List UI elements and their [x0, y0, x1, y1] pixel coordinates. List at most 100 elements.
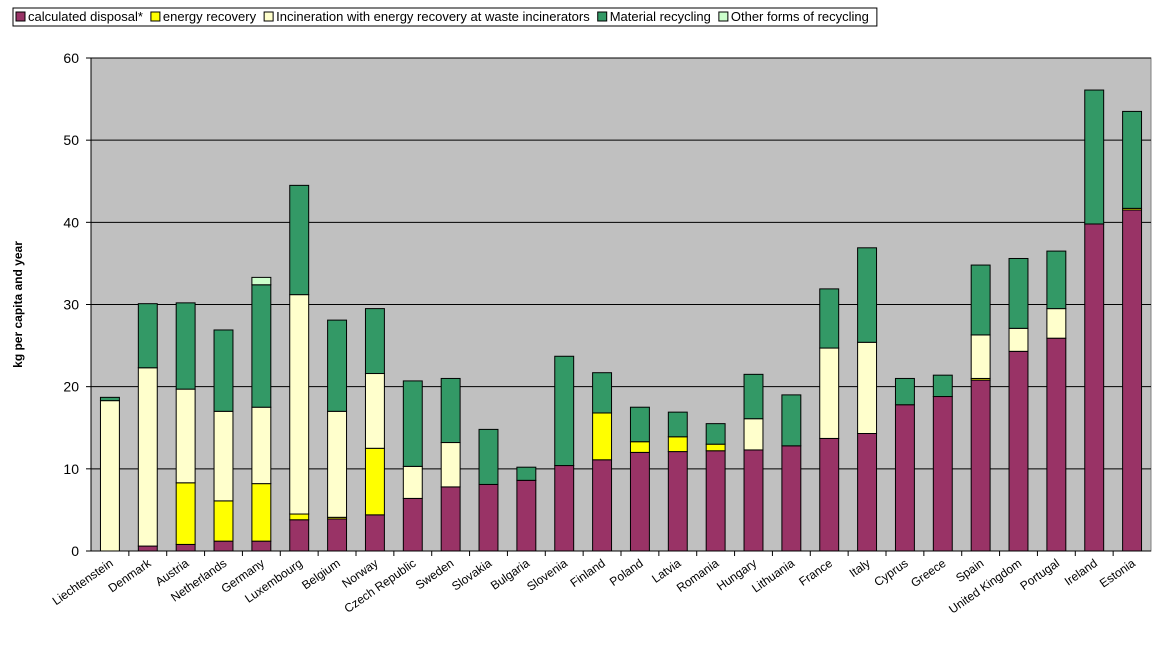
bar-liechtenstein-material-recycling: [99, 396, 120, 402]
bar-austria-material-recycling: [175, 302, 196, 390]
legend-label-material-recycling: Material recycling: [610, 9, 711, 24]
y-tick-label: 20: [63, 379, 79, 395]
bar-czech-republic-material-recycling: [402, 380, 423, 467]
bar-germany-material-recycling: [251, 284, 272, 408]
x-tick-label: Ireland: [1062, 556, 1100, 589]
legend-swatch-other-forms-of-recycling: [718, 11, 729, 22]
bar-stack-austria: [175, 302, 196, 552]
bar-romania-material-recycling: [705, 423, 726, 445]
bar-finland-energy-recovery: [592, 412, 613, 461]
x-tick-label: Belgium: [299, 556, 343, 592]
bar-luxembourg-material-recycling: [289, 184, 310, 296]
bar-latvia-material-recycling: [667, 411, 688, 438]
x-tick-label: Greece: [908, 556, 949, 590]
legend: calculated disposal* energy recovery Incin…: [12, 7, 878, 27]
bar-norway-energy-recovery: [364, 447, 385, 516]
bar-netherlands-calculated-disposal: [213, 540, 234, 552]
bar-france-material-recycling: [819, 288, 840, 349]
bar-poland-calculated-disposal: [629, 451, 650, 552]
bars: [99, 89, 1143, 552]
bar-lithuania-material-recycling: [781, 394, 802, 447]
legend-swatch-calculated-disposal: [15, 11, 26, 22]
bar-stack-germany: [251, 276, 272, 552]
bar-germany-other-forms-of-recycling: [251, 276, 272, 286]
bar-slovakia-material-recycling: [478, 428, 499, 485]
bar-stack-poland: [629, 406, 650, 552]
bar-norway-calculated-disposal: [364, 514, 385, 552]
bar-stack-norway: [364, 308, 385, 552]
bar-hungary-incineration-with-energy-recovery-at-waste-incinerators: [743, 418, 764, 451]
bar-stack-slovenia: [554, 355, 575, 552]
bar-luxembourg-energy-recovery: [289, 513, 310, 521]
bar-portugal-calculated-disposal: [1046, 337, 1067, 552]
legend-label-other-forms-of-recycling: Other forms of recycling: [731, 9, 869, 24]
bar-bulgaria-calculated-disposal: [516, 479, 537, 552]
bar-belgium-incineration-with-energy-recovery-at-waste-incinerators: [327, 410, 348, 518]
bar-stack-france: [819, 288, 840, 552]
bar-denmark-incineration-with-energy-recovery-at-waste-incinerators: [137, 367, 158, 547]
legend-frame: [12, 7, 878, 27]
x-tick-label: Finland: [568, 556, 608, 590]
y-tick-label: 30: [63, 297, 79, 313]
bar-austria-calculated-disposal: [175, 543, 196, 552]
bar-luxembourg-calculated-disposal: [289, 519, 310, 552]
bar-italy-material-recycling: [857, 247, 878, 343]
bar-stack-portugal: [1046, 250, 1067, 552]
bar-slovenia-calculated-disposal: [554, 465, 575, 552]
bar-bulgaria-material-recycling: [516, 466, 537, 481]
x-tick-label: Sweden: [413, 556, 457, 592]
y-tick-label: 10: [63, 461, 79, 477]
legend-label-energy-recovery: energy recovery: [163, 9, 257, 24]
x-tick-label: Romania: [674, 556, 722, 595]
bar-finland-calculated-disposal: [592, 459, 613, 552]
bar-stack-cyprus: [894, 377, 915, 552]
bar-austria-energy-recovery: [175, 482, 196, 545]
x-tick-label: United Kingdom: [946, 556, 1024, 616]
bar-italy-incineration-with-energy-recovery-at-waste-incinerators: [857, 341, 878, 435]
bar-stack-slovakia: [478, 428, 499, 552]
legend-swatch-incineration-with-energy-recovery-at-waste-incinerators: [263, 11, 274, 22]
bar-stack-ireland: [1084, 89, 1105, 552]
y-tick-label: 60: [63, 50, 79, 66]
x-tick-label: Denmark: [106, 555, 155, 595]
bar-greece-material-recycling: [932, 374, 953, 398]
bar-poland-energy-recovery: [629, 441, 650, 453]
bar-stack-greece: [932, 374, 953, 552]
bar-norway-incineration-with-energy-recovery-at-waste-incinerators: [364, 373, 385, 449]
bar-stack-estonia: [1122, 110, 1143, 552]
y-tick-label: 50: [63, 132, 79, 148]
bar-spain-incineration-with-energy-recovery-at-waste-incinerators: [970, 334, 991, 379]
bar-norway-material-recycling: [364, 308, 385, 375]
bar-cyprus-calculated-disposal: [894, 404, 915, 552]
bar-czech-republic-incineration-with-energy-recovery-at-waste-incinerators: [402, 465, 423, 499]
bar-stack-romania: [705, 423, 726, 552]
x-tick-label: Bulgaria: [488, 556, 532, 593]
bar-finland-material-recycling: [592, 372, 613, 414]
bar-romania-calculated-disposal: [705, 450, 726, 552]
bar-netherlands-energy-recovery: [213, 500, 234, 542]
bar-stack-spain: [970, 264, 991, 552]
bar-portugal-incineration-with-energy-recovery-at-waste-incinerators: [1046, 308, 1067, 339]
bar-liechtenstein-incineration-with-energy-recovery-at-waste-incinerators: [99, 400, 120, 552]
bar-stack-sweden: [440, 377, 461, 552]
legend-swatch-energy-recovery: [150, 11, 161, 22]
bar-latvia-energy-recovery: [667, 436, 688, 453]
bar-estonia-calculated-disposal: [1122, 209, 1143, 552]
bar-greece-calculated-disposal: [932, 396, 953, 552]
bar-stack-czech-republic: [402, 380, 423, 552]
bar-stack-belgium: [327, 319, 348, 552]
bar-netherlands-material-recycling: [213, 329, 234, 412]
bar-stack-bulgaria: [516, 466, 537, 552]
bar-spain-calculated-disposal: [970, 379, 991, 552]
bar-united-kingdom-material-recycling: [1008, 257, 1029, 329]
y-axis-title: kg per capita and year: [11, 241, 25, 368]
bar-netherlands-incineration-with-energy-recovery-at-waste-incinerators: [213, 410, 234, 502]
bar-sweden-incineration-with-energy-recovery-at-waste-incinerators: [440, 442, 461, 488]
bar-stack-denmark: [137, 303, 158, 552]
bar-stack-united-kingdom: [1008, 257, 1029, 552]
x-tick-label: Cyprus: [871, 556, 910, 589]
bar-ireland-material-recycling: [1084, 89, 1105, 225]
y-tick-label: 40: [63, 214, 79, 230]
bar-stack-liechtenstein: [99, 396, 120, 552]
